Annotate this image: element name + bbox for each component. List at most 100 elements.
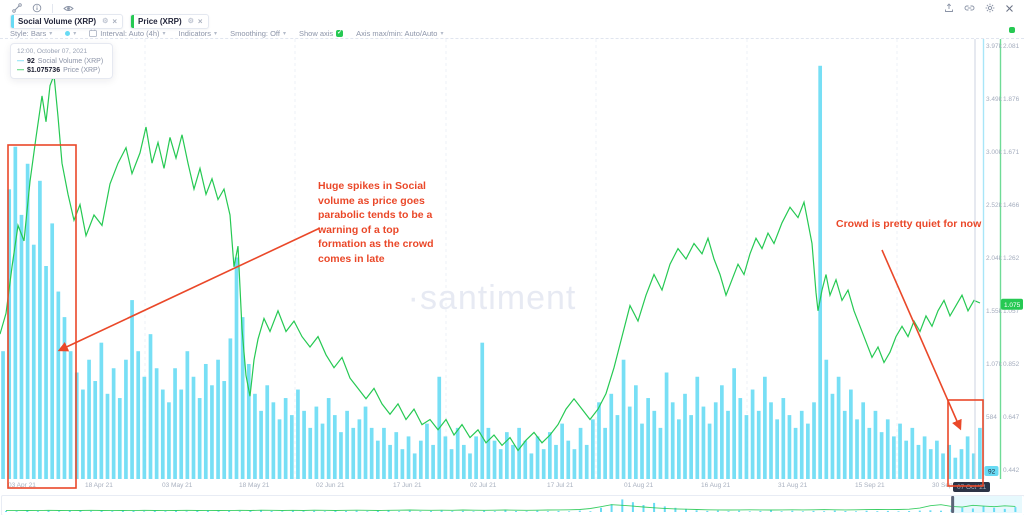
minimap-bar (536, 510, 539, 512)
style-dropdown-label: Style: Bars (10, 28, 47, 38)
chart-plot-area[interactable]: ·santiment 3.97k 3.49k 3.00k 2.52k 2.04k 1.55… (0, 38, 1024, 479)
show-axis-toggle[interactable]: Show axis ✓ (299, 29, 344, 38)
minimap-bar (929, 510, 932, 512)
minimap-bar (451, 511, 454, 512)
volume-latest-badge (984, 466, 999, 476)
price-tick-label: 1.262 (1003, 255, 1020, 262)
date-axis[interactable]: 07 Oct '21 03 Apr 21 18 Apr 21 03 May 21 18… (0, 478, 1024, 494)
price-tick-label: 1.466 (1003, 202, 1020, 209)
tooltip-row-price: — $1.075736 Price (XRP) (17, 67, 106, 74)
minimap-bar (483, 510, 486, 512)
minimap-bar (493, 511, 496, 512)
minimap-bar (111, 511, 114, 512)
minimap-selection[interactable] (952, 496, 1022, 513)
minimap-bar (36, 511, 39, 512)
metric-chip-social-volume[interactable]: Social Volume (XRP) ⚙ × (10, 14, 124, 29)
minimap-bar (844, 511, 847, 512)
minimap-bar (5, 510, 7, 512)
chevron-down-icon: ▾ (440, 30, 444, 37)
minimap-bar (302, 511, 305, 512)
minimap-bar (993, 507, 996, 512)
info-icon[interactable] (32, 3, 42, 13)
show-axis-checkbox[interactable]: ✓ (336, 29, 344, 37)
minimap-bar (886, 510, 889, 512)
chevron-down-icon: ▾ (162, 30, 166, 37)
volume-tick-label: 1.55k (986, 308, 1003, 315)
minimap-bar (228, 510, 231, 512)
minimap-bar (472, 511, 475, 512)
date-tick-label: 18 May 21 (239, 482, 270, 489)
minimap-bar (143, 511, 146, 512)
minimap-bar (323, 511, 326, 512)
metric-close-icon[interactable]: × (197, 16, 203, 26)
metric-close-icon[interactable]: × (112, 16, 118, 26)
annotation-note-crowd-quiet: Crowd is pretty quiet for now (836, 218, 982, 230)
tooltip-label: Social Volume (XRP) (37, 58, 104, 65)
style-dropdown[interactable]: Style: Bars ▾ (10, 29, 52, 38)
minimap-bar (217, 511, 220, 512)
minimap-bar (578, 510, 581, 512)
minimap-bar (206, 510, 209, 512)
minimap-bar (334, 510, 337, 512)
interval-dropdown[interactable]: Interval: Auto (4h) ▾ (89, 29, 166, 38)
link-icon[interactable] (964, 3, 975, 13)
chart-canvas[interactable]: 3.97k3.49k3.00k2.52k2.04k1.55k1.07k58410… (0, 39, 1024, 479)
date-tick-label: 30 Sep 21 (932, 482, 962, 489)
minimap-bar (791, 510, 794, 512)
export-icon[interactable] (944, 3, 954, 13)
date-tick-label: 03 May 21 (162, 482, 193, 489)
metric-gear-icon[interactable]: ⚙ (187, 18, 194, 25)
minimap-bar (461, 510, 464, 512)
minimap-bar (345, 511, 347, 512)
metric-color-bar (131, 15, 135, 28)
chart-tooltip: 12:00, October 07, 2021 — 92 Social Volu… (10, 43, 113, 79)
price-line (0, 74, 981, 452)
indicators-dropdown-label: Indicators (178, 28, 212, 38)
header-bar (0, 0, 1024, 14)
minimap-bar (100, 510, 103, 512)
minimap-bar (716, 510, 719, 512)
minimap-bar (685, 508, 687, 512)
smoothing-dropdown[interactable]: Smoothing: Off ▾ (230, 29, 286, 38)
minimap-bar (313, 510, 316, 512)
chevron-down-icon: ▾ (214, 30, 218, 37)
indicators-dropdown[interactable]: Indicators ▾ (179, 29, 218, 38)
date-tick-label: 02 Jul 21 (470, 482, 497, 489)
minimap-bar (568, 511, 571, 512)
minimap-bar (132, 511, 135, 512)
close-icon[interactable] (1005, 4, 1014, 13)
metric-color-picker[interactable]: ▾ (65, 30, 76, 37)
metric-chip-price[interactable]: Price (XRP) ⚙ × (130, 14, 209, 29)
eye-icon[interactable] (63, 4, 74, 13)
minimap-bar (376, 510, 379, 512)
minimap-bar (398, 511, 401, 512)
minimap-bar (833, 510, 836, 512)
minimap-bar (600, 507, 602, 512)
minimap-canvas[interactable] (2, 496, 1022, 513)
date-tick-label: 17 Jun 21 (393, 482, 422, 489)
minimap-bar (812, 510, 815, 512)
metric-gear-icon[interactable]: ⚙ (102, 18, 109, 25)
minimap-bar (58, 511, 61, 512)
minimap-bar (759, 510, 762, 512)
minimap-selection-handle[interactable] (951, 496, 955, 513)
minimap-bar (557, 510, 560, 512)
minimap-bar (865, 510, 868, 512)
minimap-bar (238, 511, 241, 512)
tooltip-datetime: 12:00, October 07, 2021 (17, 48, 88, 55)
minimap-bar (727, 511, 730, 512)
settings-icon[interactable] (985, 3, 995, 13)
minimap-bar (971, 508, 974, 512)
minimap-bar (270, 511, 273, 512)
axis-minmax-dropdown[interactable]: Axis max/min: Auto/Auto ▾ (356, 29, 443, 38)
date-tick-label: 02 Jun 21 (316, 482, 345, 489)
series-dash-icon: — (17, 67, 24, 74)
green-status-dot (1009, 27, 1015, 33)
date-tick-label: 31 Aug 21 (778, 482, 808, 489)
metric-color-bar (11, 15, 14, 28)
timeline-minimap[interactable] (1, 495, 1024, 515)
draw-line-icon[interactable] (12, 3, 22, 13)
volume-latest-badge-label: 92 (988, 469, 996, 476)
price-tick-label: 0.647 (1003, 414, 1020, 421)
